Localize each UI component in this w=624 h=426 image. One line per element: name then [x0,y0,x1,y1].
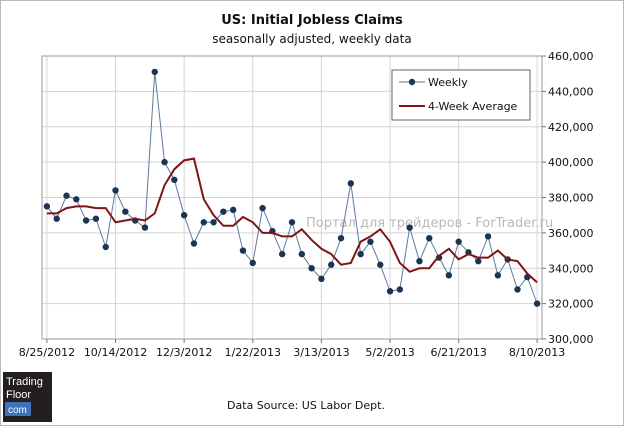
weekly-point [112,187,119,194]
weekly-point [494,272,502,279]
weekly-point [220,208,227,215]
legend-box [391,69,531,121]
y-axis: 300,000 320,000 340,000 360,000 380,000 400,0… [542,50,594,346]
x-tick-label: 5/2/2013 [365,346,414,359]
weekly-point [288,219,296,226]
weekly-point [73,196,80,203]
y-tick-label: 440,000 [548,85,594,98]
weekly-point [367,238,374,245]
weekly-point [122,208,129,215]
weekly-point [82,217,90,224]
logo-line-3: com [8,405,27,416]
weekly-point [200,219,207,226]
data-source: Data Source: US Labor Dept. [227,399,385,412]
legend-weekly-label: Weekly [428,76,468,89]
tradingfloor-logo: Trading Floor com [3,372,52,422]
chart-title: US: Initial Jobless Claims [221,13,403,28]
x-tick-label: 8/25/2012 [19,346,75,359]
x-tick-label: 8/10/2013 [509,346,565,359]
weekly-point [63,192,70,199]
weekly-point [386,288,394,295]
weekly-point [53,215,60,222]
x-tick-label: 10/14/2012 [84,346,147,359]
y-tick-label: 400,000 [548,156,594,169]
weekly-point [229,206,237,214]
weekly-point [318,275,325,283]
legend-weekly-marker [408,78,416,86]
weekly-point [239,247,247,254]
weekly-point [249,259,256,267]
x-tick-label: 6/21/2013 [430,346,486,359]
weekly-point [141,224,149,231]
weekly-point [426,234,433,242]
weekly-point [406,224,413,231]
x-axis: 8/25/2012 10/14/2012 12/3/2012 1/22/2013 3/1… [19,339,565,359]
y-tick-label: 340,000 [548,262,594,275]
weekly-point [475,257,482,265]
weekly-point [171,176,178,184]
chart-subtitle: seasonally adjusted, weekly data [212,32,411,46]
weekly-point [190,240,198,247]
x-tick-label: 12/3/2012 [156,346,212,359]
weekly-point [416,257,423,265]
weekly-point [308,265,315,272]
y-tick-label: 300,000 [548,333,594,346]
y-tick-label: 320,000 [548,298,594,311]
logo-com-badge [5,402,31,416]
weekly-point [445,272,453,279]
watermark: Портал для трейдеров - ForTrader.ru [306,216,553,231]
series-4-week-average-line [46,157,538,284]
legend: Weekly 4-Week Average [391,69,531,121]
weekly-point [328,261,335,268]
y-tick-label: 460,000 [548,50,594,63]
weekly-point [151,68,158,76]
legend-average-label: 4-Week Average [428,100,518,113]
y-tick-label: 380,000 [548,192,594,205]
x-tick-label: 3/13/2013 [293,346,349,359]
weekly-point [43,203,51,210]
weekly-point [102,243,109,251]
weekly-point [533,300,541,307]
weekly-point [357,250,364,258]
weekly-point [455,238,462,245]
logo-line-2: Floor [6,389,31,401]
y-tick-label: 360,000 [548,227,594,240]
weekly-point [347,180,355,187]
weekly-point [180,211,188,219]
x-tick-label: 1/22/2013 [225,346,281,359]
weekly-point [298,250,306,258]
weekly-point [337,234,345,242]
weekly-point [514,286,521,293]
weekly-point [210,219,217,226]
weekly-point [259,204,266,212]
y-tick-label: 420,000 [548,121,594,134]
weekly-point [377,261,384,268]
weekly-point [484,233,492,240]
weekly-point [161,158,168,166]
weekly-point [92,215,100,222]
weekly-point [396,286,404,293]
logo-line-1: Trading [6,376,43,388]
weekly-point [278,250,286,258]
